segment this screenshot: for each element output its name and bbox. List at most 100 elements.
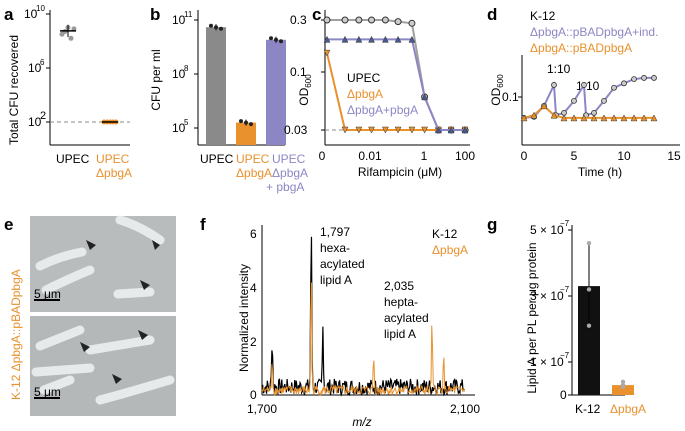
svg-text:ΔpbgA::pBADpbgA+ind.: ΔpbgA::pBADpbgA+ind. xyxy=(530,25,658,39)
svg-text:−7: −7 xyxy=(560,351,570,360)
d-marker xyxy=(581,82,587,88)
svg-text:0.03: 0.03 xyxy=(284,123,308,137)
b-point xyxy=(244,120,248,125)
panel-d: d K-12 ΔpbgA::pBADpbgA+ind. ΔpbgA::pBADp… xyxy=(487,5,681,179)
svg-text:4: 4 xyxy=(250,281,257,295)
svg-text:UPEC: UPEC xyxy=(236,152,270,166)
svg-text:10: 10 xyxy=(36,4,45,13)
c-marker xyxy=(435,126,442,134)
a-ytick-6: 10 xyxy=(28,61,42,75)
g-point xyxy=(586,287,592,292)
svg-text:hepta-: hepta- xyxy=(384,295,418,309)
svg-text:10: 10 xyxy=(172,67,186,81)
svg-text:UPEC: UPEC xyxy=(200,152,234,166)
d-marker xyxy=(520,114,528,122)
d-lines xyxy=(520,75,658,122)
b-bar xyxy=(236,122,256,145)
d-marker xyxy=(530,111,538,119)
d-marker xyxy=(590,114,598,122)
d-marker xyxy=(610,114,618,122)
c-marker xyxy=(355,126,363,134)
b-bars xyxy=(206,23,286,146)
svg-text:K-12: K-12 xyxy=(530,9,556,23)
panel-label-f: f xyxy=(200,215,206,234)
svg-text:10: 10 xyxy=(172,121,186,135)
g-point xyxy=(620,379,626,384)
svg-text:100: 100 xyxy=(455,149,475,163)
panel-b: b CFU per ml 10 5 10 8 10 11 UPEC UPEC Δ… xyxy=(149,5,308,194)
svg-text:UPEC: UPEC xyxy=(272,152,306,166)
svg-text:ΔpbgA::pBADpbgA: ΔpbgA::pBADpbgA xyxy=(530,41,632,55)
c-legend-dpbga: ΔpbgA xyxy=(347,87,383,101)
c-marker xyxy=(394,18,402,26)
svg-text:Normalized intensity: Normalized intensity xyxy=(237,264,251,372)
svg-text:15: 15 xyxy=(667,149,681,163)
d-marker xyxy=(630,114,638,122)
a-ylabel: Total CFU recovered xyxy=(7,35,21,145)
svg-text:−7: −7 xyxy=(560,219,570,228)
svg-text:+ pbgA: + pbgA xyxy=(266,180,304,194)
svg-text:1,797: 1,797 xyxy=(320,225,350,239)
svg-text:acylated: acylated xyxy=(384,311,429,325)
c-marker xyxy=(421,126,428,134)
b-point xyxy=(274,37,278,42)
e-side-label: K-12 ΔpbgA::pBADpbgA xyxy=(9,269,23,400)
svg-text:1 × 10: 1 × 10 xyxy=(530,355,564,369)
svg-text:0: 0 xyxy=(521,149,528,163)
d-marker xyxy=(571,97,577,104)
c-marker xyxy=(408,126,416,134)
svg-text:1:10: 1:10 xyxy=(547,62,571,76)
svg-text:ΔpbgA: ΔpbgA xyxy=(432,243,468,257)
d-marker xyxy=(580,114,588,122)
svg-text:5 μm: 5 μm xyxy=(34,287,61,301)
panel-f: f Normalized intensity 0 2 4 6 1,700 2,1… xyxy=(200,215,480,429)
panel-label-d: d xyxy=(487,5,497,24)
svg-text:hexa-: hexa- xyxy=(320,241,350,255)
c-marker xyxy=(381,16,389,24)
b-point xyxy=(239,119,243,124)
svg-text:6: 6 xyxy=(40,58,45,67)
a-points xyxy=(59,24,119,125)
f-spectrum xyxy=(261,282,465,397)
c-marker xyxy=(408,35,416,43)
panel-e: e K-12 ΔpbgA::pBADpbgA 5 μm 5 μm xyxy=(4,215,176,416)
svg-text:1,700: 1,700 xyxy=(247,402,277,416)
d-marker xyxy=(620,114,628,122)
svg-text:0: 0 xyxy=(250,388,257,402)
c-marker xyxy=(355,35,363,43)
svg-text:K-12: K-12 xyxy=(575,402,601,416)
g-bar xyxy=(578,286,600,395)
a-ytick-10: 10 xyxy=(24,7,38,21)
c-marker xyxy=(323,35,331,43)
d-marker xyxy=(631,76,637,83)
c-marker xyxy=(368,35,375,43)
c-marker xyxy=(394,35,402,43)
panel-a: a Total CFU recovered 10 2 10 6 10 10 UP… xyxy=(4,4,132,180)
c-marker xyxy=(355,16,363,24)
a-ytick-2: 10 xyxy=(28,115,42,129)
svg-text:lipid A: lipid A xyxy=(384,327,416,341)
g-bar xyxy=(612,385,634,395)
g-point xyxy=(620,384,626,389)
svg-text:−7: −7 xyxy=(560,285,570,294)
c-marker xyxy=(368,16,376,24)
c-marker xyxy=(341,16,349,24)
b-point xyxy=(279,39,283,44)
b-ylabel: CFU per ml xyxy=(149,49,163,110)
b-point xyxy=(219,26,223,31)
b-bar xyxy=(206,27,226,146)
svg-text:5 × 10: 5 × 10 xyxy=(530,223,564,237)
panel-label-a: a xyxy=(4,5,14,24)
panel-label-g: g xyxy=(487,215,497,234)
d-marker xyxy=(600,114,608,122)
svg-text:10: 10 xyxy=(172,13,186,27)
d-marker xyxy=(560,114,568,122)
c-xlabel: Rifampicin (μM) xyxy=(358,165,442,179)
d-marker xyxy=(551,82,557,88)
panel-c: c OD600 0.3 0.1 0.03 0 0.01 1 100 Rifamp… xyxy=(284,5,475,179)
svg-text:0.1: 0.1 xyxy=(502,90,519,104)
svg-text:lipid A: lipid A xyxy=(320,273,352,287)
a-xcat-upec: UPEC xyxy=(56,152,90,166)
g-point xyxy=(586,241,592,246)
